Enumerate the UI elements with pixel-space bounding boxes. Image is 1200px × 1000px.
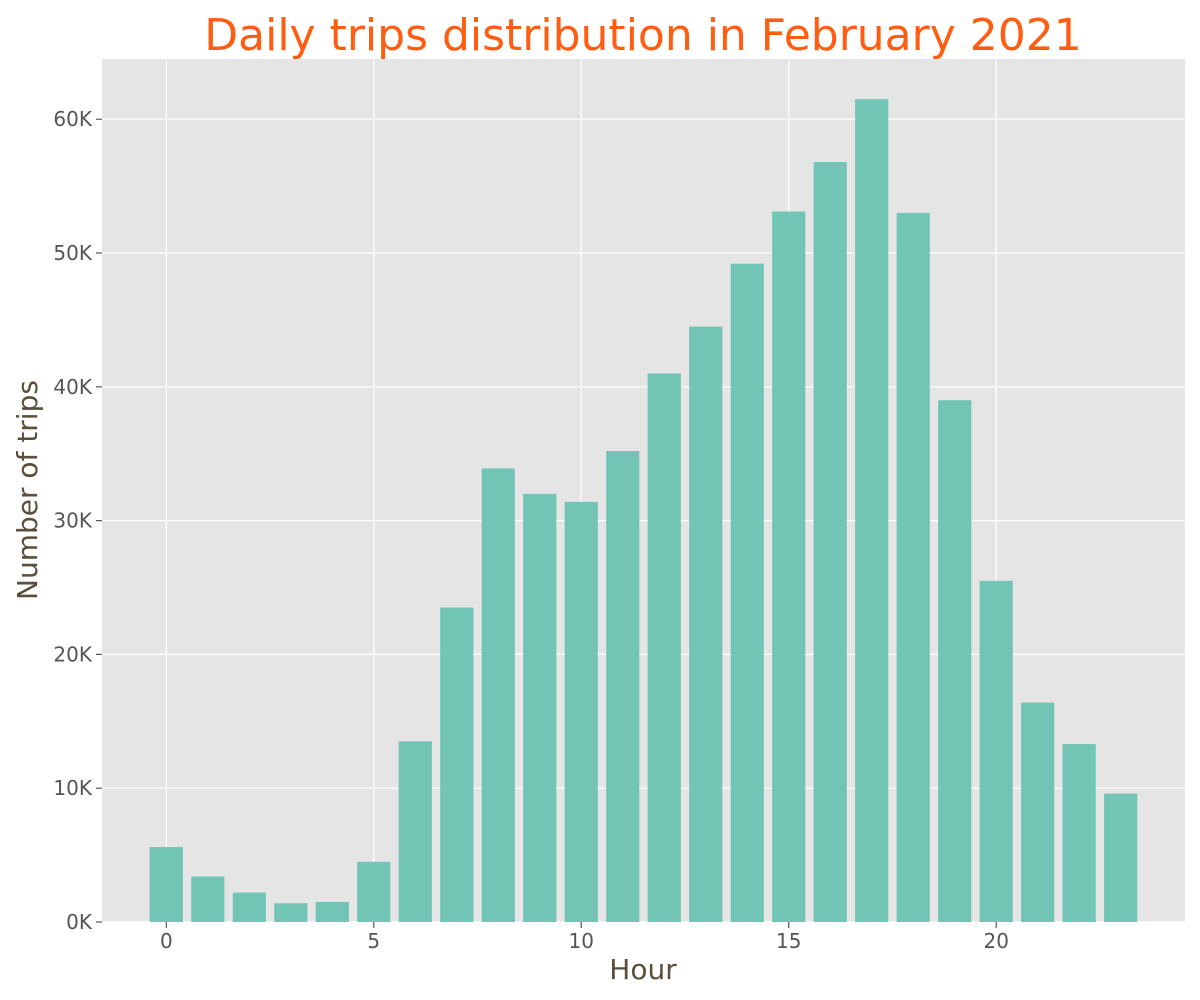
bar-hour-23: [1104, 793, 1138, 922]
bar-hour-0: [149, 847, 183, 922]
bar-hour-1: [191, 876, 225, 922]
bar-hour-8: [481, 468, 515, 922]
bar-hour-13: [689, 326, 723, 922]
bar-hour-21: [1021, 702, 1055, 922]
y-axis-label: Number of trips: [11, 380, 44, 600]
x-tick-label: 0: [160, 929, 173, 953]
x-tick-label: 10: [569, 929, 594, 953]
x-tick-label: 15: [776, 929, 801, 953]
bar-hour-11: [606, 451, 640, 922]
y-tick-label: 40K: [53, 375, 92, 399]
bar-hour-2: [232, 892, 266, 922]
bar-hour-15: [772, 211, 806, 923]
y-tick-label: 30K: [53, 509, 92, 533]
bar-hour-12: [647, 373, 681, 922]
bar-hour-17: [855, 99, 889, 923]
y-tick-label: 60K: [53, 107, 92, 131]
bar-hour-18: [896, 212, 930, 922]
bar-hour-5: [357, 861, 391, 922]
y-tick-label: 10K: [53, 776, 92, 800]
y-tick-label: 50K: [53, 241, 92, 265]
bar-hour-19: [938, 400, 972, 922]
bar-hour-22: [1062, 744, 1096, 922]
bar-hour-6: [398, 741, 432, 922]
bar-hour-7: [440, 607, 474, 922]
x-tick-label: 20: [983, 929, 1008, 953]
bar-hour-10: [564, 501, 598, 922]
y-tick-label: 20K: [53, 642, 92, 666]
bar-hour-20: [979, 580, 1013, 922]
chart-title: Daily trips distribution in February 202…: [204, 10, 1082, 61]
bar-hour-4: [315, 901, 349, 922]
bar-hour-14: [730, 263, 764, 922]
x-axis-ticks: 0 5 10 15 20: [160, 922, 1009, 953]
bar-hour-3: [274, 903, 308, 922]
x-tick-label: 5: [367, 929, 380, 953]
grid: [102, 59, 1185, 923]
y-tick-label: 0K: [66, 910, 93, 934]
bars: [149, 99, 1138, 923]
bar-hour-16: [813, 162, 847, 923]
bar-hour-9: [523, 493, 557, 922]
y-axis-ticks: 0K 10K 20K 30K 40K 50K 60K: [53, 107, 102, 934]
x-axis-label: Hour: [609, 953, 677, 986]
